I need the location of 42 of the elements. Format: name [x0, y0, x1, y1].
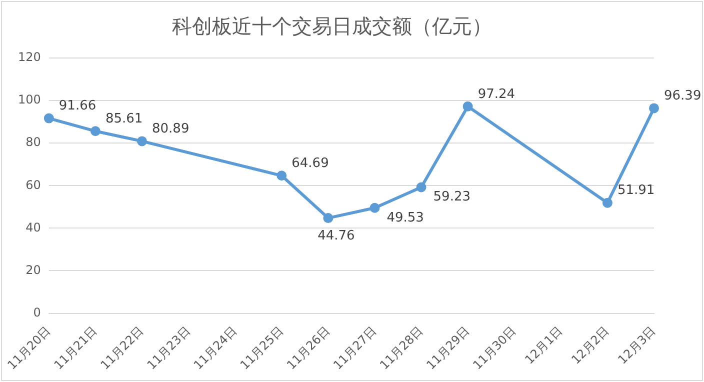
x-tick-label: 11月23日 — [144, 324, 193, 372]
data-label: 97.24 — [478, 86, 516, 102]
point — [323, 213, 334, 224]
data-label: 80.89 — [152, 122, 190, 137]
x-tick-label: 12月3日 — [615, 324, 658, 367]
x-tick-label: 11月27日 — [330, 324, 380, 372]
point — [649, 103, 659, 114]
data-label: 44.76 — [318, 228, 355, 244]
y-tick-label: 60 — [26, 178, 41, 192]
data-label: 59.23 — [433, 190, 470, 205]
point — [416, 182, 426, 192]
chart-title: 科创板近十个交易日成交额（亿元） — [172, 14, 492, 38]
data-label: 64.69 — [292, 156, 329, 172]
x-tick-label: 11月22日 — [98, 324, 146, 372]
y-tick-label: 40 — [26, 220, 41, 234]
point — [462, 101, 473, 112]
point — [602, 198, 612, 208]
point — [136, 136, 147, 146]
point — [276, 170, 287, 181]
x-tick-label: 12月2日 — [568, 324, 612, 367]
x-tick-label: 11月26日 — [284, 324, 333, 372]
point — [370, 202, 380, 213]
y-tick-label: 80 — [26, 135, 41, 150]
y-tick-label: 20 — [26, 262, 41, 277]
x-tick-label: 11月21日 — [51, 324, 100, 372]
data-label: 49.53 — [386, 210, 424, 226]
y-tick-label: 100 — [18, 92, 41, 107]
data-label: 85.61 — [105, 112, 143, 127]
x-tick-label: 11月29日 — [424, 324, 472, 372]
data-label: 51.91 — [617, 183, 655, 198]
x-tick-label: 11月24日 — [190, 324, 240, 372]
data-label: 96.39 — [664, 88, 702, 104]
point — [90, 126, 100, 136]
x-tick-label: 12月1日 — [522, 324, 566, 367]
y-tick-label: 120 — [18, 50, 41, 64]
y-tick-label: 0 — [33, 305, 41, 320]
point — [44, 113, 54, 124]
x-tick-label: 11月25日 — [237, 324, 286, 372]
x-tick-label: 11月20日 — [4, 324, 54, 372]
data-label: 91.66 — [58, 98, 96, 114]
x-tick-label: 11月30日 — [470, 324, 519, 372]
x-tick-label: 11月28日 — [377, 324, 426, 372]
